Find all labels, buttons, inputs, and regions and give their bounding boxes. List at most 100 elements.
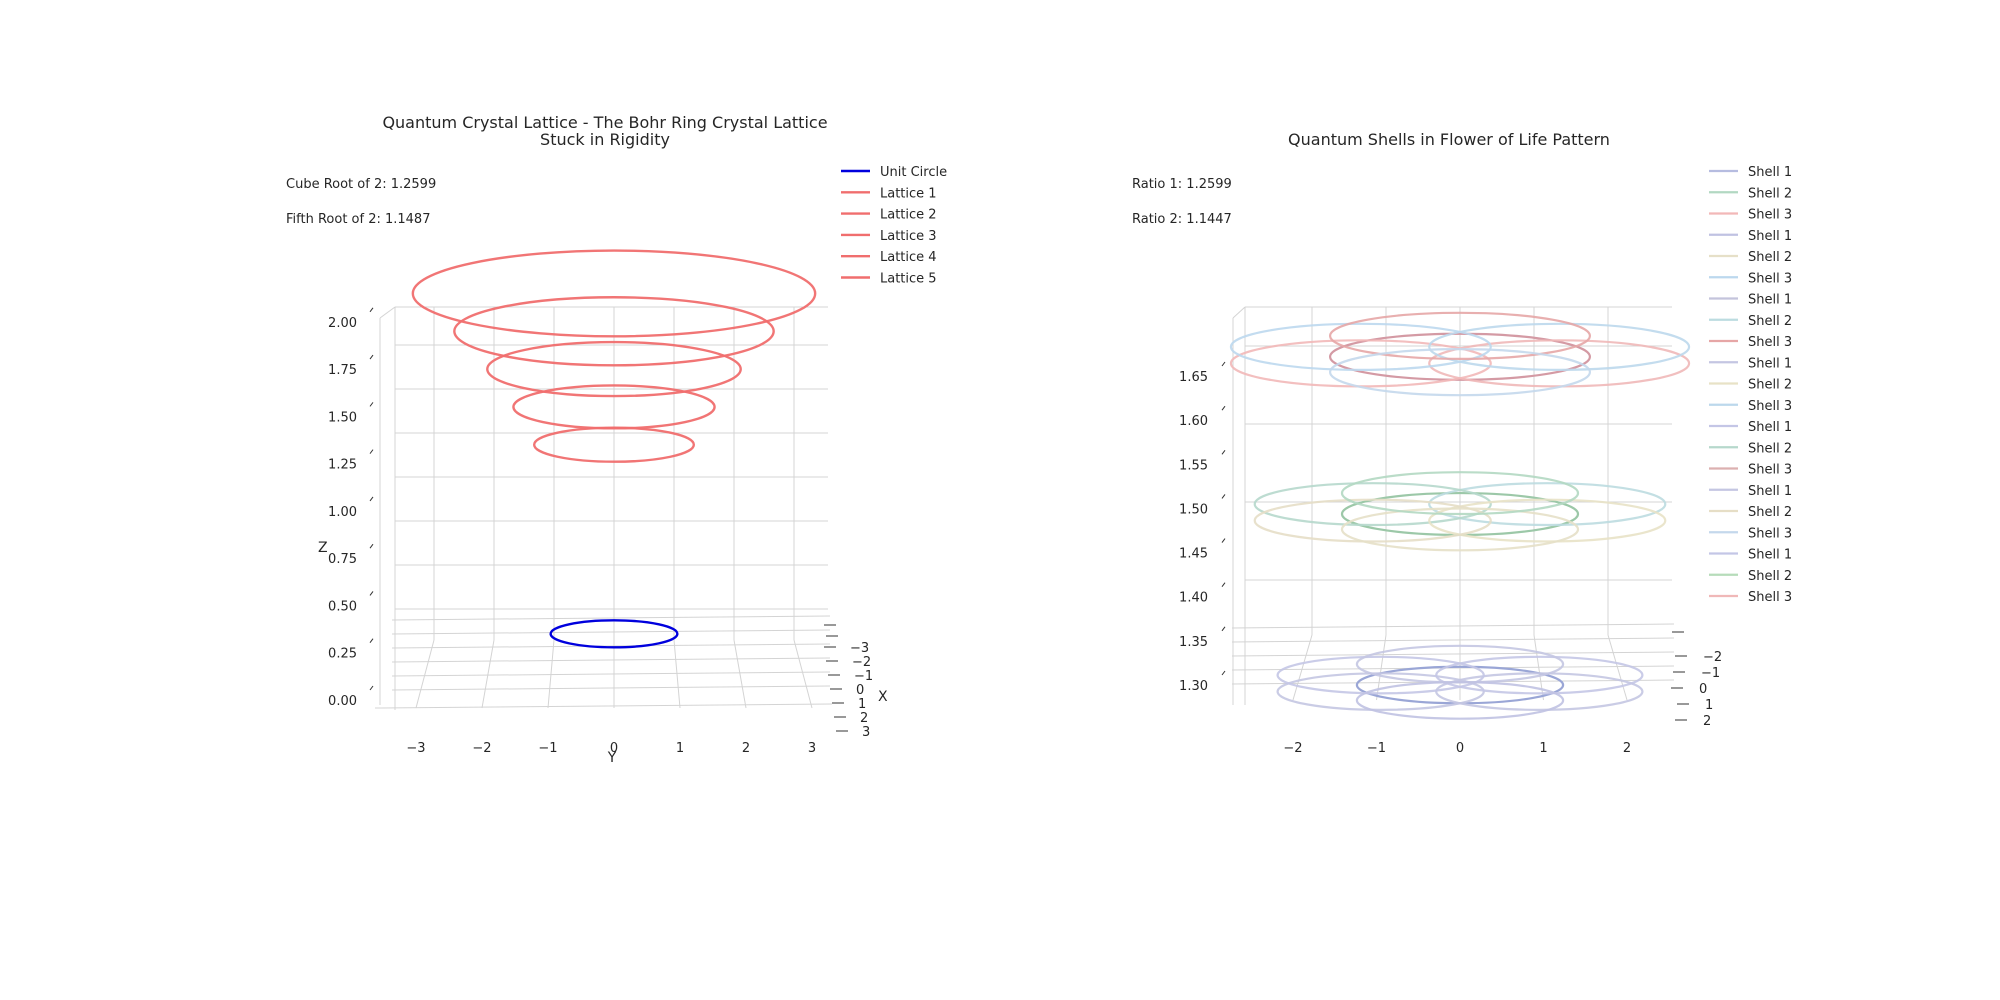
left-x-tick: −2 [852, 655, 871, 670]
ring-lattice-4 [453, 296, 775, 367]
left-rings [411, 249, 817, 649]
grid-line [391, 643, 831, 649]
right-z-tick-mark [1221, 494, 1226, 499]
right-y-tick: 1 [1539, 741, 1547, 756]
ring-lattice-2 [512, 384, 716, 430]
left-z-tick: 1.50 [328, 410, 357, 425]
grid-line [547, 639, 555, 709]
left-z-tick: 1.25 [328, 458, 357, 473]
legend-label: Lattice 3 [880, 229, 937, 244]
legend-label: Shell 2 [1748, 314, 1792, 329]
right-rings [1229, 311, 1691, 720]
right-z-tick-mark [1221, 626, 1226, 632]
ring-unit-circle [549, 619, 679, 649]
shell-layer-2-circle [1428, 482, 1667, 527]
grid-line [391, 671, 831, 677]
right-z-tick-mark [1221, 449, 1226, 455]
right-z-tick: 1.30 [1179, 679, 1208, 694]
left-chart-panel: Quantum Crystal Lattice - The Bohr Ring … [286, 113, 947, 766]
shell-layer-1-circle [1435, 655, 1644, 695]
left-y-tick: −1 [538, 741, 557, 756]
legend-label: Shell 2 [1748, 505, 1792, 520]
legend-label: Shell 1 [1748, 356, 1792, 371]
left-z-tick: 0.25 [328, 647, 357, 662]
shell-layer-2-circle [1253, 498, 1492, 543]
grid-line [391, 685, 831, 691]
right-x-tick: 0 [1699, 682, 1707, 697]
grid-line [391, 615, 831, 621]
shell-layer-2-circle [1340, 507, 1580, 552]
legend-label: Shell 3 [1748, 463, 1792, 478]
right-y-tick: −1 [1367, 741, 1386, 756]
left-z-tick-mark [369, 543, 374, 549]
legend-label: Shell 3 [1748, 208, 1792, 223]
legend-label: Lattice 5 [880, 272, 937, 287]
right-z-tick-mark [1221, 538, 1226, 543]
shell-layer-1-circle [1355, 681, 1565, 720]
left-grid [374, 306, 833, 710]
left-z-tick: 0.75 [328, 552, 357, 567]
shell-layer-3-circle [1428, 322, 1691, 371]
right-y-tick: −2 [1283, 741, 1302, 756]
left-y-tick: 0 [610, 741, 618, 756]
legend-label: Shell 1 [1748, 165, 1792, 180]
left-y-tick: 2 [742, 741, 750, 756]
left-x-tick: 0 [856, 683, 864, 698]
right-z-tick: 1.35 [1179, 635, 1208, 650]
grid-line [391, 657, 831, 663]
legend-label: Shell 1 [1748, 548, 1792, 563]
right-chart-title: Quantum Shells in Flower of Life Pattern [1288, 130, 1610, 149]
grid-line [1231, 665, 1675, 671]
grid-line [1232, 306, 1246, 319]
right-z-tick-mark [1221, 582, 1226, 588]
left-z-tick: 0.00 [328, 694, 357, 709]
legend-label: Shell 2 [1748, 569, 1792, 584]
left-chart-title-line-1: Quantum Crystal Lattice - The Bohr Ring … [382, 113, 827, 132]
right-annotation-ratio-2: Ratio 2: 1.1447 [1132, 212, 1232, 227]
left-z-tick: 1.75 [328, 363, 357, 378]
left-annotation-fifth-root: Fifth Root of 2: 1.1487 [286, 212, 430, 227]
right-x-tick: 1 [1705, 698, 1713, 713]
right-z-tick-mark [1221, 361, 1226, 367]
right-chart-panel: Quantum Shells in Flower of Life Pattern… [1132, 130, 1792, 756]
legend-label: Unit Circle [880, 165, 947, 180]
right-z-tick: 1.60 [1179, 414, 1208, 429]
grid-line [733, 639, 747, 709]
right-x-tick: −2 [1703, 650, 1722, 665]
legend-label: Shell 2 [1748, 250, 1792, 265]
right-annotation-ratio-1: Ratio 1: 1.2599 [1132, 177, 1232, 192]
shell-layer-1-circle [1276, 672, 1485, 711]
left-z-tick: 1.00 [328, 505, 357, 520]
left-z-axis-label: Z [318, 540, 328, 556]
left-x-tick: 3 [862, 725, 870, 740]
grid-line [1292, 634, 1313, 701]
shell-layer-3-circle [1229, 322, 1492, 371]
right-z-tick: 1.65 [1179, 370, 1208, 385]
left-z-tick: 0.50 [328, 599, 357, 614]
grid-line [379, 306, 396, 319]
shell-layer-2-circle [1253, 482, 1492, 527]
legend-label: Shell 2 [1748, 441, 1792, 456]
legend-label: Shell 3 [1748, 271, 1792, 286]
grid-line [374, 703, 833, 709]
right-z-tick: 1.45 [1179, 547, 1208, 562]
left-ticks: −3 −2 −1 0 1 2 3−3−2−101230.000.250.500.751.00… [328, 307, 873, 756]
grid-line [793, 639, 813, 709]
right-z-tick: 1.55 [1179, 458, 1208, 473]
grid-line [481, 639, 495, 709]
grid-line [1231, 623, 1675, 629]
legend-label: Shell 1 [1748, 293, 1792, 308]
legend-label: Shell 3 [1748, 399, 1792, 414]
grid-line [1607, 634, 1628, 701]
left-x-tick: −3 [850, 641, 869, 656]
left-z-tick: 2.00 [328, 316, 357, 331]
right-z-tick: 1.50 [1179, 502, 1208, 517]
shell-layer-3-circle [1329, 332, 1591, 381]
legend-label: Shell 2 [1748, 378, 1792, 393]
right-y-tick: 0 [1456, 741, 1464, 756]
legend-label: Shell 1 [1748, 484, 1792, 499]
legend-label: Shell 2 [1748, 186, 1792, 201]
left-y-tick: −2 [472, 741, 491, 756]
shell-layer-3-circle [1329, 311, 1591, 360]
